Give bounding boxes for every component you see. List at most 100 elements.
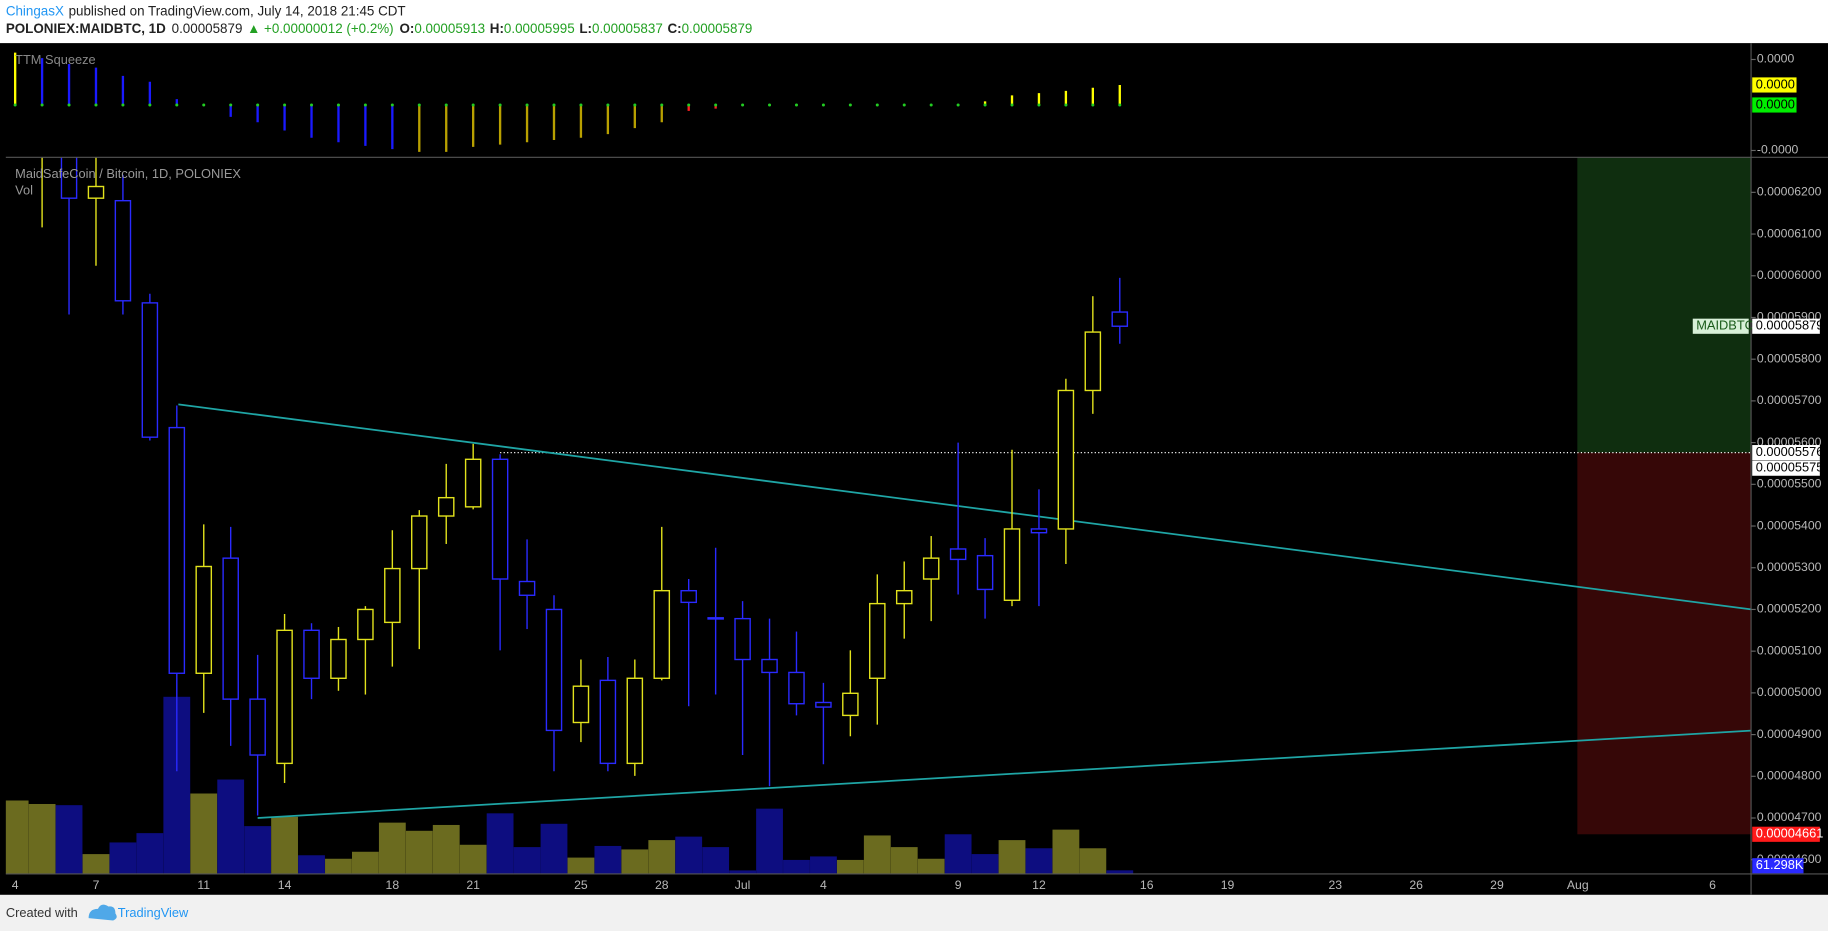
x-tick-label: 23 (1329, 878, 1343, 892)
candle-body (1084, 331, 1102, 392)
candle-body (761, 658, 778, 674)
x-tick-label: 28 (655, 878, 669, 892)
x-tick-label: Aug (1567, 878, 1589, 892)
ohlc-value: 0.00005879 (682, 21, 753, 36)
header-bg (0, 0, 1828, 44)
footer-brand[interactable]: TradingView (118, 905, 189, 920)
squeeze-dot (1064, 103, 1068, 107)
ohlc-label: L: (579, 21, 592, 36)
x-tick-label: 25 (574, 878, 588, 892)
candle-body (168, 426, 186, 674)
indicator-title: TTM Squeeze (15, 52, 95, 67)
volume-last-label-box (1752, 858, 1804, 874)
y-tick-label: 0.0000 (1757, 52, 1795, 66)
squeeze-dot (336, 103, 340, 107)
x-tick-label: 7 (93, 878, 100, 892)
volume-bar (890, 847, 918, 874)
brand-logo[interactable] (88, 904, 117, 921)
x-tick-label: 18 (386, 878, 400, 892)
volume-bar (55, 805, 83, 874)
volume-bar (971, 854, 999, 874)
x-tick-label: 11 (197, 878, 210, 892)
x-tick-label: 6 (1709, 878, 1716, 892)
x-tick-label: 16 (1140, 878, 1154, 892)
squeeze-dot (687, 103, 691, 107)
candle-body (141, 302, 159, 438)
y-tick-label: 0.00005000 (1757, 685, 1822, 699)
volume-bar (459, 844, 487, 874)
squeeze-dot (956, 103, 960, 107)
squeeze-dot (256, 103, 260, 107)
candle-body (384, 567, 401, 624)
candle-body (464, 458, 482, 508)
volume-bar (351, 851, 379, 874)
candle-body (1030, 528, 1048, 534)
candle-body (842, 692, 859, 717)
squeeze-dot (1118, 103, 1122, 107)
x-tick-label: 19 (1221, 878, 1235, 892)
squeeze-dot (13, 103, 17, 107)
volume-bar (729, 870, 756, 874)
last-price-label-box (1752, 318, 1820, 334)
volume-bar (756, 808, 783, 874)
volume-bar (540, 823, 568, 874)
volume-bar (917, 858, 945, 874)
squeeze-dot (821, 103, 825, 107)
candle-body (276, 629, 293, 765)
squeeze-dot (579, 103, 583, 107)
volume-bar (190, 793, 218, 874)
ohlc-value: 0.00005913 (414, 21, 485, 36)
volume-bar (271, 816, 298, 874)
volume-bar (783, 859, 810, 874)
volume-bar (109, 842, 137, 874)
ohlc-label: O: (399, 21, 414, 36)
squeeze-dot (552, 103, 556, 107)
volume-bar (217, 779, 245, 874)
candle-body (949, 548, 967, 561)
symbol: POLONIEX:MAIDBTC, 1D (6, 21, 166, 36)
volume-bar (863, 835, 891, 874)
volume-bar (513, 847, 541, 874)
y-tick-label: 0.00006000 (1757, 268, 1822, 282)
x-tick-label: 29 (1490, 878, 1504, 892)
candle-body (815, 701, 832, 708)
volume-bar (944, 834, 972, 874)
candle-body (491, 458, 509, 580)
squeeze-dot (1091, 103, 1095, 107)
squeeze-dot (741, 103, 745, 107)
squeeze-dot (121, 103, 125, 107)
ohlc-value: 0.00005995 (504, 21, 575, 36)
trend-line (178, 403, 1752, 611)
volume-bar (1025, 848, 1053, 874)
volume-bar (244, 826, 272, 874)
candle-body (788, 671, 805, 705)
candle-body (1003, 528, 1021, 601)
volume-bar (28, 803, 56, 874)
y-tick-label: 0.00005100 (1757, 643, 1822, 657)
symbol-line: POLONIEX:MAIDBTC, 1D 0.00005879 ▲ +0.00000… (6, 21, 753, 36)
author[interactable]: ChingasX (6, 3, 64, 18)
squeeze-dot (1037, 103, 1041, 107)
squeeze-dot (310, 103, 314, 107)
change: ▲ +0.00000012 (+0.2%) (247, 21, 394, 36)
squeeze-dot (229, 103, 233, 107)
price-label-box (1752, 460, 1820, 476)
footer-bg (0, 894, 1828, 931)
x-tick-label: 12 (1032, 878, 1046, 892)
volume-bar (1079, 848, 1107, 874)
squeeze-dot (94, 103, 98, 107)
main-pane (5, 157, 1752, 874)
x-tick-label: 4 (820, 878, 827, 892)
candle-body (626, 677, 644, 765)
indicator-last-label: 0.0000 (1756, 76, 1795, 91)
candle-body (357, 608, 374, 641)
squeeze-dot (283, 103, 287, 107)
squeeze-dot (633, 103, 637, 107)
candle-body (734, 617, 751, 661)
volume-bar (1052, 829, 1080, 874)
indicator-last-label-box (1752, 77, 1797, 93)
stop-label: 0.00004661 (1756, 826, 1824, 841)
volume-bar (836, 859, 864, 874)
indicator-last-label: 0.0000 (1756, 96, 1795, 111)
volume-title: Vol (15, 182, 33, 197)
